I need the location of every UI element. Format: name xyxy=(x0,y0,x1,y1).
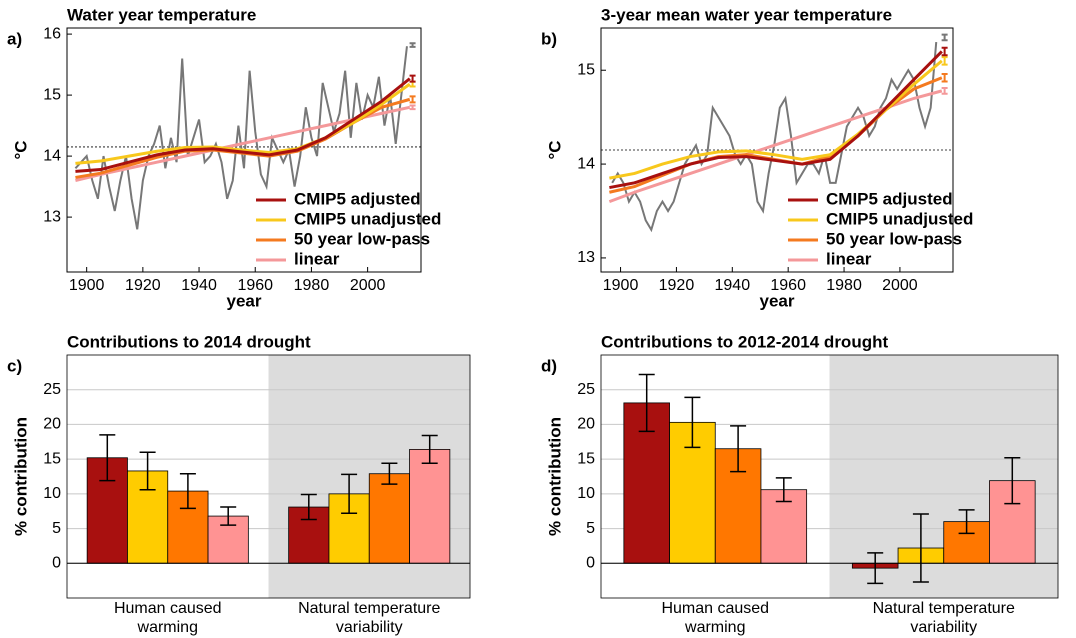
panel-title: 3-year mean water year temperature xyxy=(601,5,892,24)
legend-label: CMIP5 adjusted xyxy=(826,189,953,208)
y-tick-label: 5 xyxy=(586,520,595,537)
end-error-bar xyxy=(941,72,948,83)
y-tick-label: 13 xyxy=(43,208,61,225)
y-axis-label: °C xyxy=(11,140,30,159)
panel-title: Water year temperature xyxy=(67,5,256,24)
panel-label: d) xyxy=(541,356,557,375)
x-tick-label: 2000 xyxy=(882,277,918,294)
panel-label: a) xyxy=(7,29,22,48)
x-category-label: Human caused xyxy=(661,600,769,617)
x-tick-label: 1900 xyxy=(603,277,639,294)
error-bar xyxy=(421,434,438,465)
y-tick-label: 20 xyxy=(577,416,595,433)
y-tick-label: 15 xyxy=(577,61,595,78)
error-bar xyxy=(99,434,116,482)
error-bar xyxy=(912,513,929,583)
y-tick-label: 15 xyxy=(43,450,61,467)
error-bar xyxy=(341,473,358,515)
y-tick-label: 5 xyxy=(52,520,61,537)
error-bar xyxy=(684,396,701,449)
end-error-bar xyxy=(409,42,416,48)
y-tick-label: 25 xyxy=(577,381,595,398)
x-category-label: Natural temperature xyxy=(298,600,440,617)
x-tick-label: 1960 xyxy=(770,277,806,294)
end-error-bar xyxy=(941,46,948,57)
error-bar xyxy=(220,506,237,526)
y-tick-label: 0 xyxy=(52,555,61,572)
error-bar xyxy=(730,425,747,473)
end-error-bar xyxy=(941,33,948,42)
end-error-bar xyxy=(409,104,416,111)
x-axis-label: year xyxy=(760,291,795,310)
y-axis-label: % contribution xyxy=(11,417,30,536)
panel-label: b) xyxy=(541,29,557,48)
error-bar xyxy=(638,373,655,433)
panel-title: Contributions to 2014 drought xyxy=(67,332,311,351)
error-bar xyxy=(139,451,156,491)
smooth-line xyxy=(75,77,411,173)
y-tick-label: 14 xyxy=(43,147,61,164)
x-tick-label: 1900 xyxy=(69,277,105,294)
panel-label: c) xyxy=(7,356,22,375)
y-tick-label: 10 xyxy=(43,485,61,502)
x-category-label: variability xyxy=(910,619,977,636)
panel-title: Contributions to 2012-2014 drought xyxy=(601,332,888,351)
smooth-line xyxy=(75,82,411,165)
error-bar xyxy=(867,552,884,585)
error-bar xyxy=(179,472,196,510)
error-bar xyxy=(958,509,975,535)
y-tick-label: 15 xyxy=(577,450,595,467)
x-tick-label: 1980 xyxy=(826,277,862,294)
y-tick-label: 16 xyxy=(43,25,61,42)
x-category-label: warming xyxy=(137,619,198,636)
end-error-bar xyxy=(409,95,416,104)
error-bar xyxy=(300,493,317,521)
axes-frame xyxy=(66,354,471,599)
legend-label: CMIP5 unadjusted xyxy=(826,209,973,228)
x-category-label: variability xyxy=(336,619,403,636)
error-bar xyxy=(381,462,398,485)
legend-label: linear xyxy=(826,249,872,268)
error-bar xyxy=(1004,457,1021,505)
x-axis-label: year xyxy=(227,291,262,310)
x-tick-label: 1960 xyxy=(237,277,273,294)
axes-frame xyxy=(600,27,954,273)
error-bar xyxy=(775,477,792,503)
y-tick-label: 13 xyxy=(577,249,595,266)
legend-label: CMIP5 adjusted xyxy=(294,189,421,208)
legend-label: CMIP5 unadjusted xyxy=(294,209,441,228)
y-axis-label: °C xyxy=(545,140,564,159)
y-tick-label: 10 xyxy=(577,485,595,502)
x-category-label: Natural temperature xyxy=(873,600,1015,617)
x-category-label: warming xyxy=(684,619,745,636)
end-error-bar xyxy=(409,74,416,83)
axes-frame xyxy=(600,354,1059,599)
legend-label: 50 year low-pass xyxy=(294,229,430,248)
smooth-line xyxy=(609,50,943,190)
x-category-label: Human caused xyxy=(114,600,222,617)
end-error-bar xyxy=(941,87,948,95)
x-tick-label: 1940 xyxy=(715,277,751,294)
y-tick-label: 15 xyxy=(43,86,61,103)
y-tick-label: 0 xyxy=(586,555,595,572)
legend-label: linear xyxy=(294,249,340,268)
y-tick-label: 14 xyxy=(577,155,595,172)
observed-line xyxy=(74,46,408,230)
bar xyxy=(368,473,410,564)
y-tick-label: 25 xyxy=(43,381,61,398)
x-tick-label: 2000 xyxy=(350,277,386,294)
axes-frame xyxy=(66,27,422,273)
legend-label: 50 year low-pass xyxy=(826,229,962,248)
x-tick-label: 1980 xyxy=(294,277,330,294)
y-tick-label: 20 xyxy=(43,416,61,433)
bar xyxy=(409,449,451,564)
x-tick-label: 1920 xyxy=(125,277,161,294)
y-axis-label: % contribution xyxy=(545,417,564,536)
end-error-bar xyxy=(941,56,948,66)
x-tick-label: 1940 xyxy=(181,277,217,294)
x-tick-label: 1920 xyxy=(659,277,695,294)
